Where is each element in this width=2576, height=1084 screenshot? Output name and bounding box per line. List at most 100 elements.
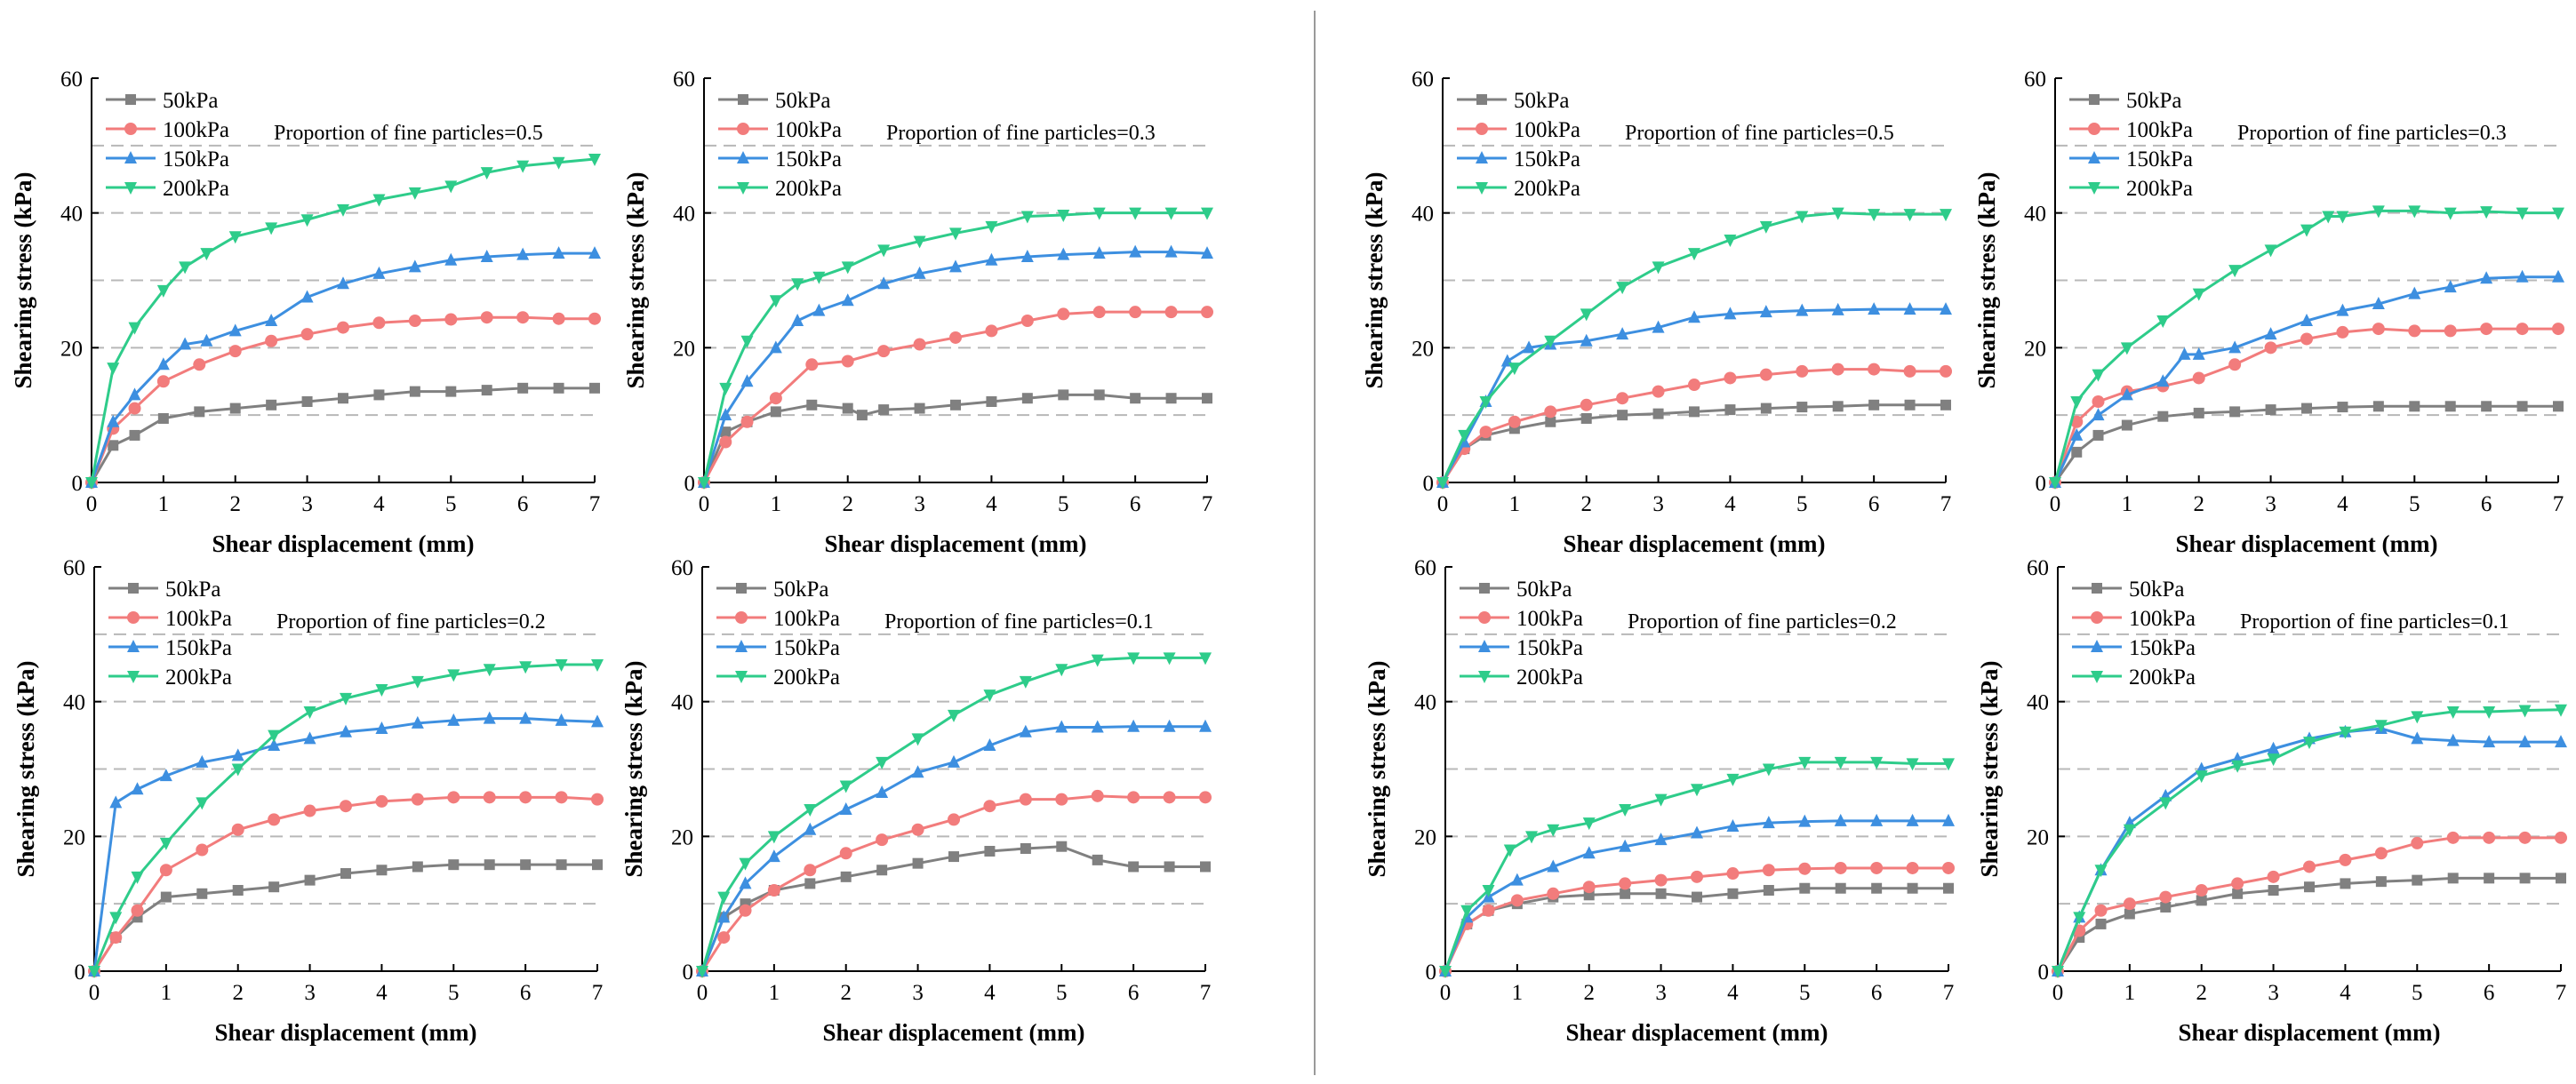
x-tick-label: 1 [771,492,782,516]
data-point-50kPa-square [1164,861,1175,873]
y-tick-label: 0 [1426,960,1437,984]
series-200kPa [88,658,604,978]
x-tick-label: 1 [1512,981,1524,1005]
data-point-100kPa-circle [1482,904,1495,917]
data-point-100kPa-circle [2195,884,2208,897]
data-point-50kPa-square [1796,402,1808,413]
y-tick-label: 0 [683,960,694,984]
legend-label: 200kPa [1514,177,1580,201]
data-point-50kPa-square [2372,401,2384,412]
data-point-150kPa-triangle [228,323,242,337]
data-point-100kPa-circle [2518,831,2532,844]
data-point-200kPa-triangle [2228,265,2242,278]
x-tick-label: 1 [769,981,780,1005]
legend-marker-200kPa-triangle [2088,182,2100,195]
data-point-100kPa-circle [265,334,278,347]
data-point-50kPa-square [1724,404,1736,416]
legend-marker-200kPa-triangle [735,671,748,683]
series-150kPa [2052,721,2567,976]
legend-marker-150kPa-triangle [1478,640,1491,652]
data-point-50kPa-square [804,878,816,889]
data-point-200kPa-triangle [2555,704,2567,717]
data-point-100kPa-circle [1479,426,1492,439]
data-point-100kPa-circle [1127,791,1140,804]
data-point-150kPa-triangle [841,293,854,307]
data-point-100kPa-circle [1057,307,1070,321]
data-point-150kPa-triangle [2336,303,2349,316]
data-point-200kPa-triangle [804,804,817,817]
data-point-50kPa-square [2516,401,2528,412]
data-point-100kPa-circle [2336,325,2349,339]
series-line-100kPa [2053,327,2558,483]
data-point-200kPa-triangle [159,837,172,850]
data-point-150kPa-triangle [812,303,826,316]
data-point-100kPa-circle [1164,306,1178,319]
series-50kPa [89,859,603,976]
data-point-50kPa-square [1020,842,1031,854]
data-point-100kPa-circle [719,435,732,449]
legend-label: 200kPa [1516,666,1583,689]
data-point-50kPa-square [445,386,457,397]
legend-label: 50kPa [1516,578,1572,602]
y-tick-label: 20 [60,337,83,361]
data-point-50kPa-square [1617,410,1628,421]
data-point-200kPa-triangle [2516,207,2529,220]
data-point-100kPa-circle [2231,877,2244,890]
data-point-50kPa-square [1200,861,1211,873]
data-point-200kPa-triangle [812,271,826,284]
legend-marker-50kPa-square [736,583,747,594]
series-line-50kPa [92,863,597,972]
data-point-200kPa-triangle [372,194,386,207]
series-line-150kPa [1444,819,1948,972]
data-point-100kPa-circle [1019,793,1032,806]
data-point-200kPa-triangle [340,692,352,705]
data-point-150kPa-triangle [1580,333,1593,347]
legend-marker-100kPa-circle [127,611,140,624]
series-line-100kPa [700,794,1205,972]
data-point-150kPa-triangle [1870,813,1884,826]
data-point-50kPa-square [1760,403,1772,414]
data-point-150kPa-triangle [340,724,352,737]
data-point-100kPa-circle [948,813,960,826]
data-point-200kPa-triangle [1544,335,1557,348]
data-point-200kPa-triangle [1164,207,1178,220]
data-point-50kPa-square [2412,874,2423,886]
legend-label: 50kPa [775,89,831,113]
data-point-100kPa-circle [1831,363,1844,376]
data-point-100kPa-circle [2092,395,2105,408]
data-point-150kPa-triangle [1726,818,1740,832]
data-point-200kPa-triangle [1831,207,1844,220]
data-point-50kPa-square [912,857,924,869]
data-point-150kPa-triangle [717,910,731,923]
data-point-50kPa-square [2481,401,2492,412]
y-tick-label: 0 [684,472,696,496]
data-point-100kPa-circle [1619,877,1632,890]
data-point-100kPa-circle [2411,836,2424,849]
data-point-50kPa-square [338,393,348,404]
data-point-50kPa-square [2196,895,2207,906]
data-point-50kPa-square [842,403,853,414]
data-point-200kPa-triangle [2094,865,2108,878]
data-point-200kPa-triangle [591,658,604,672]
data-point-100kPa-circle [2264,341,2277,355]
data-point-100kPa-circle [159,864,172,877]
data-point-50kPa-square [2071,446,2083,458]
chart-7: 0 1 2 3 4 5 6 7 0 20 40 60 Shear displacement (mm) Sh… [1364,556,1955,1046]
data-point-100kPa-circle [804,864,817,877]
data-point-50kPa-square [986,396,997,407]
data-point-100kPa-circle [1688,379,1700,392]
data-point-150kPa-triangle [877,276,891,290]
y-tick-label: 40 [2027,691,2049,715]
data-point-200kPa-triangle [983,689,996,703]
data-point-150kPa-triangle [519,711,532,724]
data-point-100kPa-circle [1942,861,1955,874]
data-point-50kPa-square [1799,882,1811,894]
data-point-200kPa-triangle [1724,235,1737,247]
data-point-100kPa-circle [1798,862,1812,875]
data-point-150kPa-triangle [552,246,565,259]
data-point-150kPa-triangle [985,252,998,266]
data-point-150kPa-triangle [1510,873,1524,886]
data-point-50kPa-square [1202,393,1212,404]
data-point-50kPa-square [481,385,492,396]
data-point-50kPa-square [1092,854,1103,865]
